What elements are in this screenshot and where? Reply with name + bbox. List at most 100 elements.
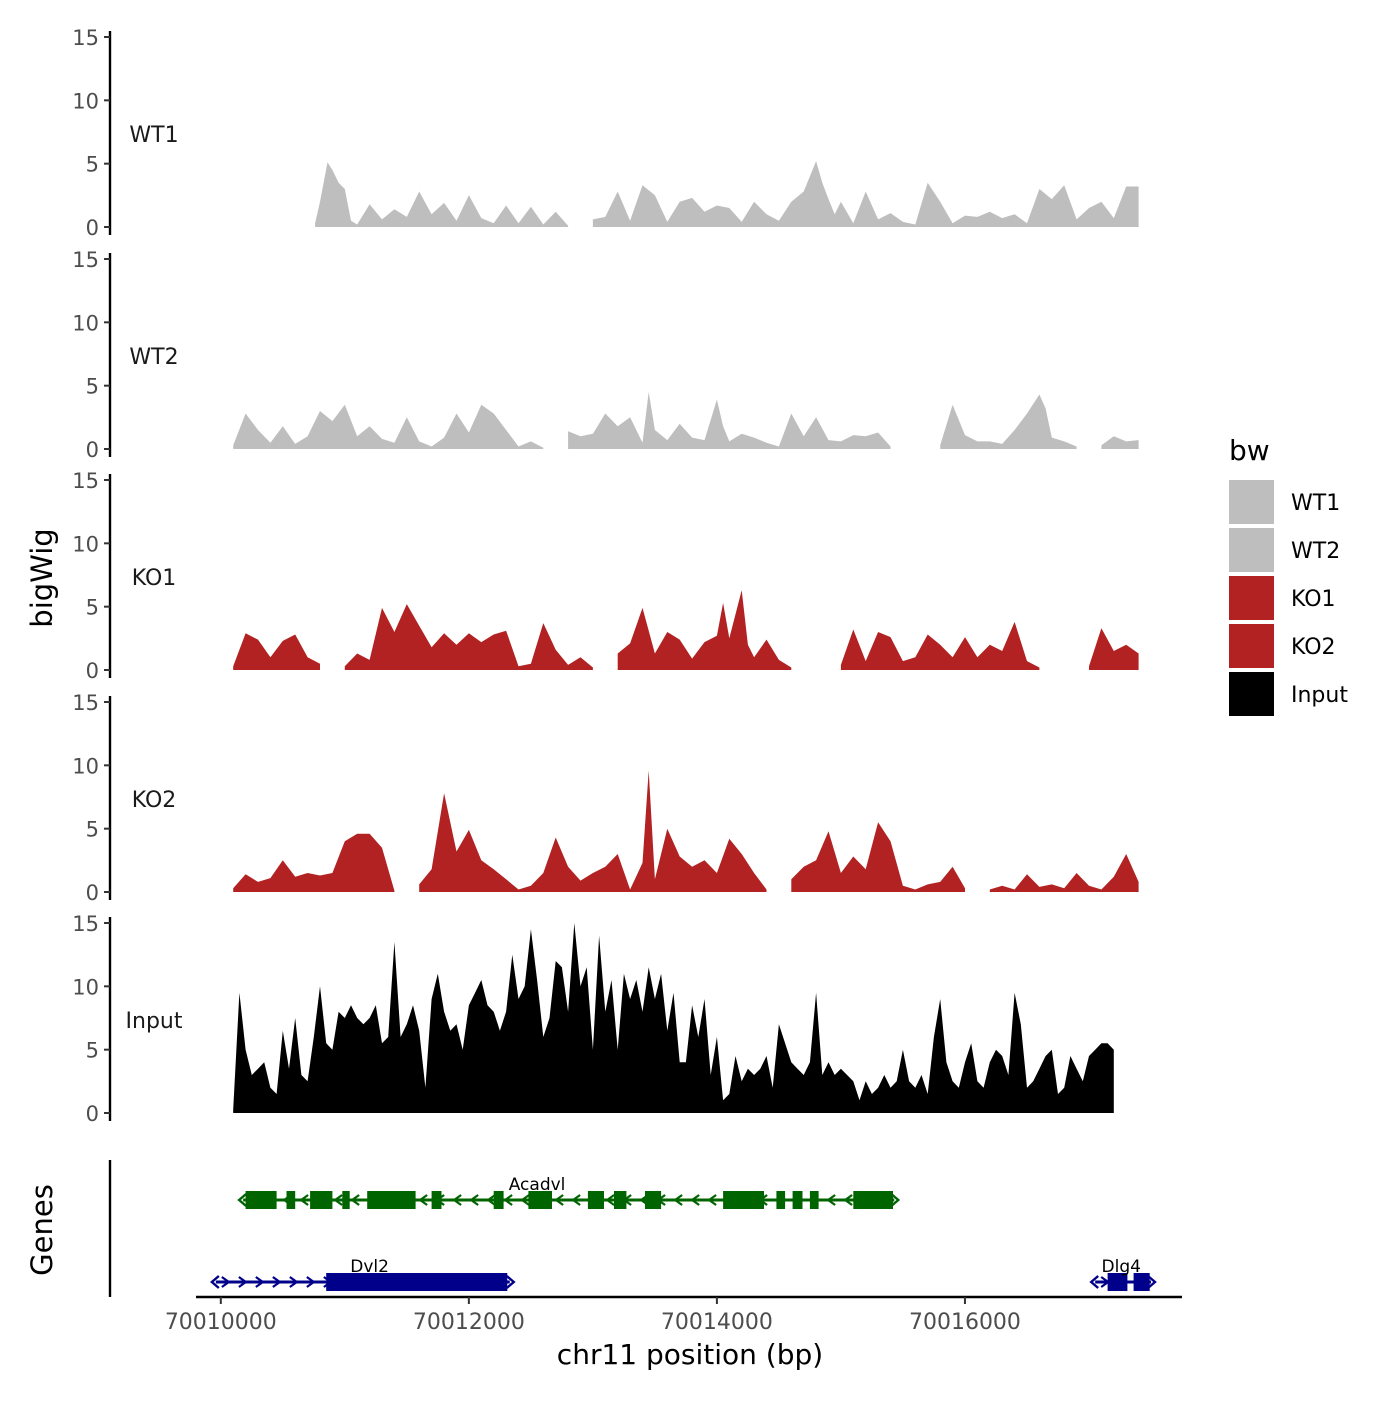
gene-exon xyxy=(342,1191,350,1209)
strand-arrow xyxy=(299,1194,309,1206)
gene-exon xyxy=(245,1191,277,1209)
strand-arrow xyxy=(503,1194,513,1206)
gene-exon xyxy=(1133,1273,1150,1291)
strand-arrow xyxy=(486,1194,496,1206)
strand-arrow xyxy=(707,1194,717,1206)
y-tick-label: 15 xyxy=(72,26,99,50)
legend-label: KO2 xyxy=(1291,635,1336,660)
coverage-area xyxy=(791,822,965,892)
y-tick-label: 10 xyxy=(72,532,99,556)
y-tick-label: 15 xyxy=(72,691,99,715)
gene-exon xyxy=(809,1191,819,1209)
strand-arrow xyxy=(826,1194,836,1206)
legend-swatch xyxy=(1229,528,1274,572)
coverage-area xyxy=(419,770,767,892)
strand-arrow xyxy=(306,1276,316,1288)
y-tick-label: 15 xyxy=(72,912,99,936)
y-tick-label: 10 xyxy=(72,311,99,335)
legend-entry-ko2: KO2 xyxy=(1229,624,1336,668)
y-tick-label: 10 xyxy=(72,975,99,999)
track-ko1: 0 5 10 15 KO1 xyxy=(72,469,1139,683)
bigwig-tracks: 0 5 10 15 WT1 0 5 10 15 WT2 0 5 10 15 KO1 0 5 10 15 KO2 0 5 10… xyxy=(72,26,1139,1126)
strand-arrow xyxy=(605,1194,615,1206)
strand-arrow xyxy=(221,1276,231,1288)
legend-swatch xyxy=(1229,624,1274,668)
legend-swatch xyxy=(1229,672,1274,716)
legend-entry-wt2: WT2 xyxy=(1229,528,1340,572)
strand-arrow xyxy=(238,1276,248,1288)
gene-end-arrow xyxy=(890,1193,901,1207)
y-axis-title: bigWig xyxy=(25,528,59,627)
gene-exon xyxy=(431,1191,442,1209)
y-tick-label: 15 xyxy=(72,248,99,272)
x-tick-label: 70016000 xyxy=(909,1310,1021,1335)
strand-arrow xyxy=(571,1194,581,1206)
y-tick-label: 5 xyxy=(86,1039,99,1063)
track-label: Input xyxy=(126,1009,183,1034)
gene-exon xyxy=(587,1191,604,1209)
gene-start-arrow xyxy=(1089,1275,1099,1289)
strand-arrow xyxy=(469,1194,479,1206)
track-label: KO2 xyxy=(132,788,177,813)
track-label: WT2 xyxy=(129,345,178,370)
legend-entry-ko1: KO1 xyxy=(1229,576,1336,620)
track-label: KO1 xyxy=(132,566,177,591)
coverage-area xyxy=(1101,436,1139,449)
x-tick-label: 70012000 xyxy=(413,1310,525,1335)
strand-arrow xyxy=(333,1194,343,1206)
y-tick-label: 0 xyxy=(86,1102,99,1126)
strand-arrow xyxy=(452,1194,462,1206)
coverage-area xyxy=(315,162,569,227)
gene-label: Dvl2 xyxy=(350,1257,389,1277)
strand-arrow xyxy=(289,1276,299,1288)
legend-entry-wt1: WT1 xyxy=(1229,480,1340,524)
x-tick-label: 70010000 xyxy=(165,1310,277,1335)
y-tick-label: 5 xyxy=(86,818,99,842)
track-ko2: 0 5 10 15 KO2 xyxy=(72,691,1139,905)
genes-axis-title: Genes xyxy=(25,1184,59,1276)
y-tick-label: 0 xyxy=(86,881,99,905)
strand-arrow xyxy=(673,1194,683,1206)
legend-entries: WT1 WT2 KO1 KO2 Input xyxy=(1229,480,1348,716)
gene-exon xyxy=(792,1191,803,1209)
strand-arrow xyxy=(843,1194,853,1206)
y-tick-label: 0 xyxy=(86,216,99,240)
y-tick-label: 5 xyxy=(86,375,99,399)
y-tick-label: 0 xyxy=(86,659,99,683)
gene-exon xyxy=(853,1191,893,1209)
gene-end-arrow xyxy=(506,1275,516,1289)
y-tick-label: 10 xyxy=(72,89,99,113)
x-tick-label: 70014000 xyxy=(661,1310,773,1335)
legend-title: bw xyxy=(1229,434,1270,467)
gene-exon xyxy=(286,1191,296,1209)
gene-start-arrow xyxy=(237,1193,247,1207)
coverage-area xyxy=(344,604,593,670)
strand-arrow xyxy=(690,1194,700,1206)
legend-label: WT1 xyxy=(1291,491,1340,516)
gene-exon xyxy=(723,1191,764,1209)
gene-exon xyxy=(614,1191,627,1209)
y-tick-label: 0 xyxy=(86,438,99,462)
legend: bw WT1 WT2 KO1 KO2 Input xyxy=(1229,434,1348,716)
gene-start-arrow xyxy=(210,1275,220,1289)
track-wt2: 0 5 10 15 WT2 xyxy=(72,248,1139,462)
coverage-area xyxy=(592,161,1139,227)
gene-exon xyxy=(645,1191,662,1209)
track-label: WT1 xyxy=(129,123,178,148)
coverage-area xyxy=(568,392,891,449)
coverage-area xyxy=(840,621,1040,670)
legend-label: KO1 xyxy=(1291,587,1336,612)
coverage-area xyxy=(233,633,320,670)
genes-track: Acadvl Dvl2 Dlg4 xyxy=(108,1160,1157,1297)
coverage-area xyxy=(989,854,1139,892)
coverage-area xyxy=(233,404,544,449)
coverage-area xyxy=(233,833,395,892)
gene-exon xyxy=(1107,1273,1128,1291)
gene-dlg4: Dlg4 xyxy=(1089,1257,1157,1291)
coverage-area xyxy=(1089,628,1139,670)
coverage-area xyxy=(617,590,792,670)
track-input: 0 5 10 15 Input xyxy=(72,912,1114,1126)
gene-exon xyxy=(367,1191,416,1209)
x-axis-title: chr11 position (bp) xyxy=(557,1338,823,1371)
